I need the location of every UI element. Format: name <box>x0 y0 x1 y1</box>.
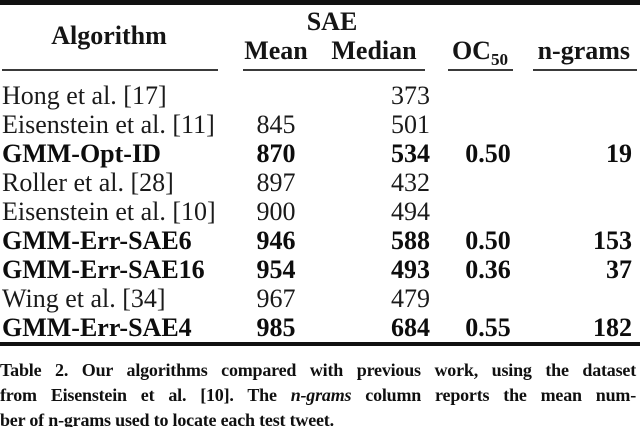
caption-line-2: from Eisenstein et al. [10]. The n-grams… <box>0 383 636 408</box>
table-row-ours: GMM-Opt-ID 870 534 0.50 19 <box>0 139 640 168</box>
table-row: Eisenstein et al. [11] 845 501 <box>0 110 640 139</box>
cell-median: 588 <box>391 226 431 255</box>
cell-oc50 <box>430 197 530 226</box>
cell-oc50: 0.50 <box>465 139 511 168</box>
table-row: Eisenstein et al. [10] 900 494 <box>0 197 640 226</box>
cell-median: 501 <box>391 110 431 139</box>
caption-line-2-pre: from Eisenstein et al. [10]. The <box>0 385 291 405</box>
header-row-sub: Mean Median <box>0 36 640 66</box>
table-row-ours: GMM-Err-SAE4 985 684 0.55 182 <box>0 313 640 342</box>
cell-oc50: 0.36 <box>465 255 511 284</box>
cell-oc50 <box>430 81 530 110</box>
cell-algorithm: GMM-Err-SAE4 <box>2 313 192 342</box>
cell-algorithm: GMM-Opt-ID <box>2 139 161 168</box>
header-mean: Mean <box>244 36 308 65</box>
cell-mean: 946 <box>256 226 296 255</box>
oc50-base: OC <box>451 36 491 65</box>
cell-mean: 954 <box>256 255 296 284</box>
table-row: Wing et al. [34] 967 479 <box>0 284 640 313</box>
cell-mean <box>234 81 318 110</box>
header-rules-row <box>0 66 640 81</box>
cell-mean: 967 <box>256 284 296 313</box>
cell-algorithm: Hong et al. [17] <box>2 81 167 110</box>
table-row-ours: GMM-Err-SAE16 954 493 0.36 37 <box>0 255 640 284</box>
cell-algorithm: Eisenstein et al. [11] <box>2 110 215 139</box>
cell-median: 493 <box>391 255 431 284</box>
cell-oc50: 0.55 <box>465 313 511 342</box>
header-oc50: OC50 <box>430 5 530 70</box>
results-table: Algorithm SAE OC50 n-grams Mean Median H… <box>0 5 640 342</box>
cell-ngrams <box>530 284 640 313</box>
table-row: Roller et al. [28] 897 432 <box>0 168 640 197</box>
caption-line-2-post: column reports the mean num- <box>351 385 637 405</box>
cell-algorithm: Eisenstein et al. [10] <box>2 197 216 226</box>
table-row-ours: GMM-Err-SAE6 946 588 0.50 153 <box>0 226 640 255</box>
cell-algorithm: Roller et al. [28] <box>2 168 174 197</box>
cell-mean: 870 <box>256 139 296 168</box>
cell-median: 373 <box>391 81 431 110</box>
table-row: Hong et al. [17] 373 <box>0 81 640 110</box>
oc50-subscript: 50 <box>490 50 509 70</box>
cell-ngrams <box>530 81 640 110</box>
header-ngrams: n-grams <box>537 36 631 65</box>
caption-line-3: ber of n-grams used to locate each test … <box>0 410 334 427</box>
cell-oc50 <box>430 284 530 313</box>
cell-mean: 897 <box>256 168 296 197</box>
cell-mean: 845 <box>256 110 296 139</box>
table-bottom-rule <box>0 342 640 346</box>
cell-algorithm: GMM-Err-SAE16 <box>2 255 205 284</box>
oc50-underline-rule <box>448 69 514 71</box>
ngrams-underline-rule <box>533 69 638 71</box>
cell-algorithm: Wing et al. [34] <box>2 284 166 313</box>
table-caption: Table 2. Our algorithms compared with pr… <box>0 358 640 427</box>
cell-oc50: 0.50 <box>465 226 511 255</box>
cell-median: 684 <box>391 313 431 342</box>
cell-algorithm: GMM-Err-SAE6 <box>2 226 192 255</box>
caption-ngrams-italic: n-grams <box>290 385 352 405</box>
cell-median: 534 <box>391 139 431 168</box>
cell-ngrams: 37 <box>606 255 633 284</box>
cell-oc50 <box>430 168 530 197</box>
cell-ngrams: 153 <box>593 226 633 255</box>
cell-mean: 900 <box>256 197 296 226</box>
cell-median: 432 <box>391 168 431 197</box>
cell-ngrams: 19 <box>606 139 633 168</box>
cell-ngrams <box>530 110 640 139</box>
cell-median: 494 <box>391 197 431 226</box>
cell-oc50 <box>430 110 530 139</box>
cell-mean: 985 <box>256 313 296 342</box>
cell-ngrams: 182 <box>593 313 633 342</box>
header-median: Median <box>331 36 417 65</box>
cell-median: 479 <box>391 284 431 313</box>
sae-underline-rule <box>243 69 426 71</box>
table-top-rule <box>0 0 640 5</box>
cell-ngrams <box>530 197 640 226</box>
caption-line-1: Table 2. Our algorithms compared with pr… <box>0 360 636 380</box>
header-sae-group: SAE <box>306 7 358 36</box>
algorithm-underline-rule <box>2 69 218 71</box>
header-algorithm: Algorithm <box>51 20 167 50</box>
header-row-group: Algorithm SAE OC50 n-grams <box>0 5 640 68</box>
cell-ngrams <box>530 168 640 197</box>
